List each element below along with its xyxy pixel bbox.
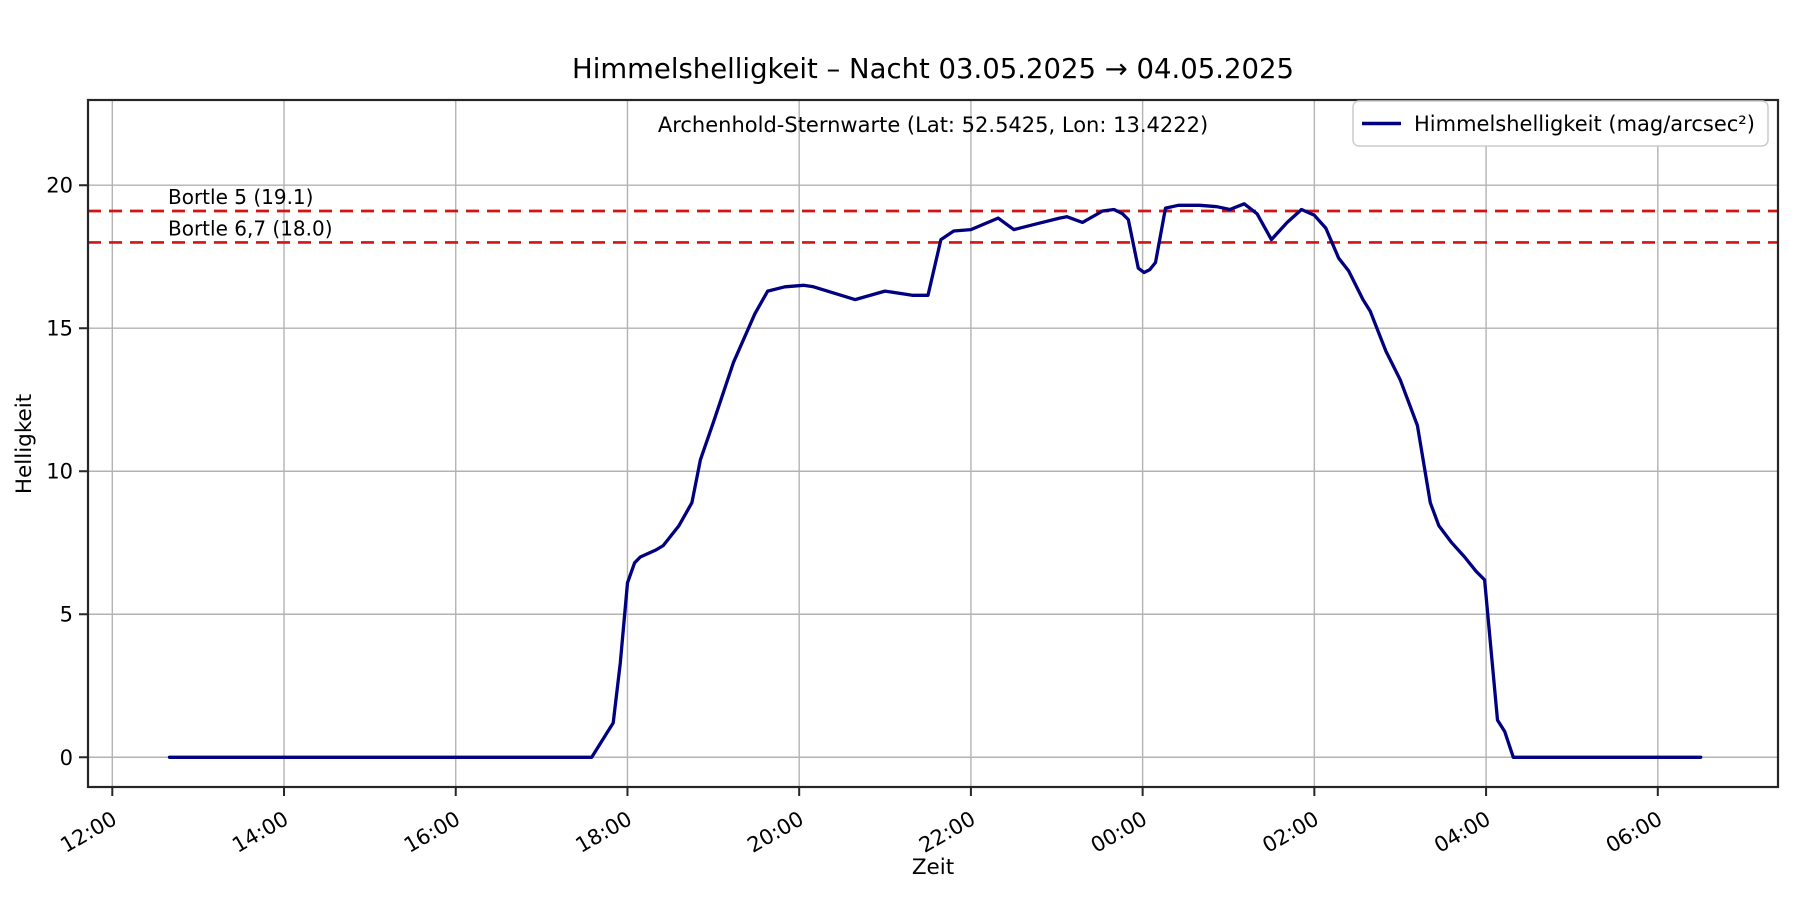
chart-title: Himmelshelligkeit – Nacht 03.05.2025 → 0… xyxy=(572,53,1294,85)
series-layer xyxy=(167,202,1703,759)
x-tick-label: 04:00 xyxy=(1430,807,1494,858)
x-tick-label: 02:00 xyxy=(1258,807,1322,858)
chart-subtitle: Archenhold-Sternwarte (Lat: 52.5425, Lon… xyxy=(658,113,1208,137)
legend-box xyxy=(1352,100,1769,147)
series-line xyxy=(167,202,1703,759)
y-tick-label: 20 xyxy=(46,174,73,198)
x-tick-label: 12:00 xyxy=(56,807,120,858)
y-tick-label: 0 xyxy=(60,746,73,770)
x-tick-label: 20:00 xyxy=(743,807,807,858)
x-axis-label: Zeit xyxy=(912,855,954,880)
reference-line-label: Bortle 6,7 (18.0) xyxy=(168,216,333,240)
axis-layer: 12:00 14:00 16:00 18:00 20:00 22:00 00:00 02:00… xyxy=(46,98,1780,858)
y-tick-label: 5 xyxy=(60,603,73,627)
x-tick-label: 18:00 xyxy=(572,807,636,858)
x-tick-label: 14:00 xyxy=(228,807,292,858)
y-tick-label: 15 xyxy=(46,317,73,341)
y-axis-label: Helligkeit xyxy=(12,394,37,494)
plot-border xyxy=(86,98,1780,789)
reference-line-label: Bortle 5 (19.1) xyxy=(168,185,313,209)
grid-layer xyxy=(88,100,1778,787)
x-tick-label: 16:00 xyxy=(400,807,464,858)
x-tick-label: 06:00 xyxy=(1602,807,1666,858)
legend: Himmelshelligkeit (mag/arcsec²) xyxy=(1352,100,1769,147)
x-tick-label: 22:00 xyxy=(915,807,979,858)
reference-lines-layer: Bortle 5 (19.1) Bortle 6,7 (18.0) xyxy=(88,185,1778,244)
y-tick-label: 10 xyxy=(46,460,73,484)
legend-entry-label: Himmelshelligkeit (mag/arcsec²) xyxy=(1414,112,1755,136)
x-tick-label: 00:00 xyxy=(1087,807,1151,858)
